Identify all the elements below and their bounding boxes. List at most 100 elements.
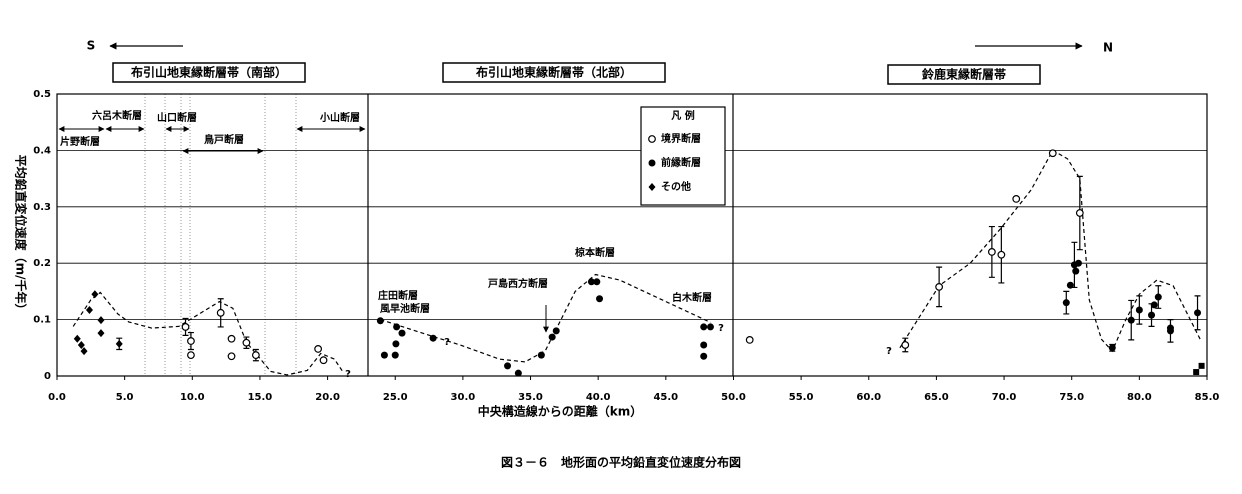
x-tick-label: 40.0 bbox=[586, 392, 611, 403]
point bbox=[85, 306, 93, 315]
point bbox=[251, 351, 260, 360]
point bbox=[216, 308, 225, 317]
point bbox=[227, 334, 236, 343]
annotation: 山口断層 bbox=[157, 111, 197, 124]
point bbox=[391, 351, 399, 359]
point bbox=[393, 323, 401, 331]
point bbox=[700, 341, 708, 349]
y-tick-label: 0.2 bbox=[33, 258, 51, 269]
y-tick-label: 0 bbox=[44, 371, 51, 382]
annotation: 戸島西方断層 bbox=[488, 277, 548, 290]
point bbox=[380, 351, 388, 359]
dividers bbox=[144, 94, 734, 376]
point bbox=[1193, 369, 1200, 376]
point bbox=[548, 333, 556, 341]
point bbox=[80, 347, 88, 356]
x-tick-label: 0.0 bbox=[48, 392, 66, 403]
annotation: 六呂木断層 bbox=[92, 109, 142, 122]
point bbox=[1166, 324, 1174, 332]
x-tick-label: 20.0 bbox=[315, 392, 340, 403]
region-box bbox=[442, 62, 666, 83]
y-axis-title: 平均鉛直変位速度（m/千年） bbox=[14, 155, 29, 316]
point bbox=[429, 334, 437, 342]
point bbox=[935, 282, 944, 291]
fault-ranges bbox=[58, 126, 549, 333]
point bbox=[73, 334, 81, 343]
point bbox=[242, 338, 251, 347]
direction-label: N bbox=[1103, 41, 1113, 55]
annotation: ? bbox=[345, 369, 351, 380]
point bbox=[537, 351, 545, 359]
annotation: 風早池断層 bbox=[380, 302, 430, 315]
point bbox=[1148, 311, 1156, 319]
point bbox=[1012, 195, 1021, 203]
point bbox=[587, 278, 595, 286]
annotation: 白木断層 bbox=[672, 291, 712, 304]
point bbox=[1135, 306, 1143, 314]
x-tick-label: 30.0 bbox=[451, 392, 476, 403]
annotation: 鳥戸断層 bbox=[204, 133, 244, 146]
x-tick-label: 60.0 bbox=[856, 392, 881, 403]
point bbox=[1127, 316, 1135, 324]
legend-title: 凡 例 bbox=[671, 109, 694, 122]
point bbox=[552, 327, 560, 335]
point bbox=[398, 329, 406, 337]
point bbox=[1075, 209, 1084, 217]
point bbox=[1108, 344, 1116, 352]
annotation: 庄田断層 bbox=[378, 289, 418, 302]
annotation: ? bbox=[444, 337, 450, 348]
legend-label: その他 bbox=[661, 180, 691, 193]
region-title: 鈴鹿東縁断層帯 bbox=[922, 67, 1006, 82]
region-box bbox=[112, 62, 306, 83]
region-title: 布引山地東縁断層帯（北部） bbox=[476, 65, 632, 80]
x-tick-label: 75.0 bbox=[1059, 392, 1084, 403]
point bbox=[700, 323, 708, 331]
x-tick-label: 70.0 bbox=[992, 392, 1017, 403]
point bbox=[187, 351, 195, 360]
point bbox=[97, 316, 105, 325]
region-title: 布引山地東縁断層帯（南部） bbox=[131, 65, 287, 80]
point bbox=[392, 340, 400, 348]
y-tick-label: 0.4 bbox=[33, 145, 51, 156]
annotation: ? bbox=[886, 346, 892, 357]
annotation: ? bbox=[718, 323, 724, 334]
direction-label: S bbox=[87, 39, 96, 53]
caption: 図３－６ 地形面の平均鉛直変位速度分布図 bbox=[501, 455, 741, 470]
point bbox=[376, 317, 384, 325]
point bbox=[745, 336, 754, 344]
point bbox=[1072, 267, 1080, 275]
region-box bbox=[887, 64, 1041, 85]
x-tick-label: 80.0 bbox=[1127, 392, 1152, 403]
point bbox=[1198, 362, 1205, 369]
x-tick-label: 50.0 bbox=[721, 392, 746, 403]
x-tick-label: 45.0 bbox=[653, 392, 678, 403]
y-tick-label: 0.5 bbox=[33, 89, 51, 100]
point bbox=[314, 345, 323, 353]
y-tick-label: 0.1 bbox=[33, 315, 51, 326]
x-axis-title: 中央構造線からの距離（km） bbox=[478, 404, 643, 419]
point bbox=[1048, 149, 1057, 158]
point bbox=[97, 329, 105, 338]
x-tick-label: 10.0 bbox=[180, 392, 205, 403]
trend-curve bbox=[72, 149, 1201, 376]
plot-frame bbox=[56, 93, 1208, 377]
point bbox=[997, 250, 1006, 259]
x-tick-label: 55.0 bbox=[789, 392, 814, 403]
point bbox=[648, 159, 656, 167]
annotation: 椋本断層 bbox=[575, 246, 615, 259]
point bbox=[1154, 293, 1162, 301]
point bbox=[319, 356, 328, 365]
x-tick-label: 15.0 bbox=[248, 392, 273, 403]
x-tick-label: 25.0 bbox=[383, 392, 408, 403]
x-tick-label: 35.0 bbox=[518, 392, 543, 403]
point bbox=[514, 369, 522, 377]
legend-label: 境界断層 bbox=[661, 132, 701, 145]
point bbox=[115, 339, 123, 348]
x-tick-label: 65.0 bbox=[924, 392, 949, 403]
point bbox=[700, 352, 708, 360]
point bbox=[593, 278, 601, 286]
point bbox=[1194, 309, 1202, 317]
x-tick-label: 85.0 bbox=[1195, 392, 1220, 403]
point bbox=[77, 340, 85, 349]
